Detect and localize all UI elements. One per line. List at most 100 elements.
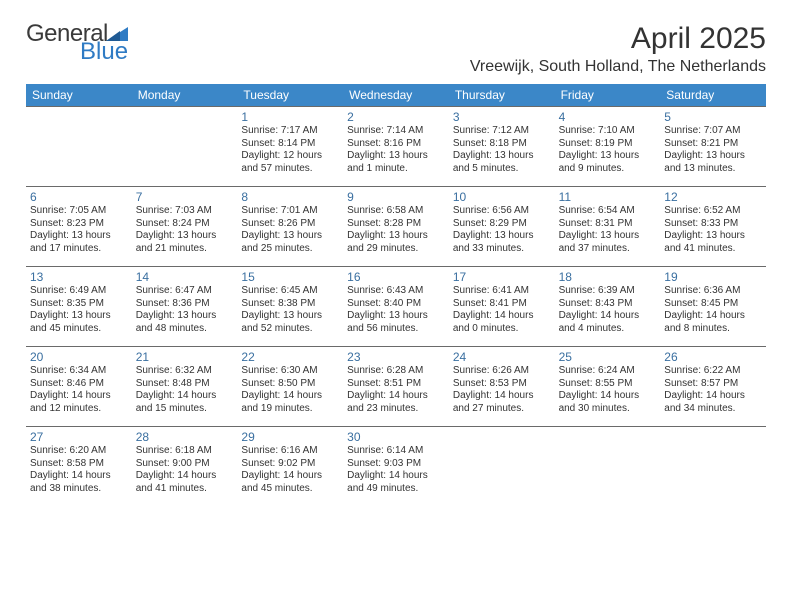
day-info: Sunrise: 6:22 AMSunset: 8:57 PMDaylight:… [664,365,762,415]
calendar-cell [660,426,766,506]
calendar-week: 1Sunrise: 7:17 AMSunset: 8:14 PM Daylight… [26,106,766,186]
calendar-cell [26,106,132,186]
day-number: 8 [241,190,339,204]
sunset-line: Sunset: 8:45 PM [664,298,762,311]
sunset-line: Sunset: 8:31 PM [559,218,657,231]
sunset-line: Sunset: 8:41 PM [453,298,551,311]
day-info: Sunrise: 7:03 AMSunset: 8:24 PMDaylight:… [136,205,234,255]
sunset-line: Sunset: 8:14 PM [241,138,339,151]
sunrise-line: Sunrise: 6:56 AM [453,205,551,218]
daylight-line: Daylight: 13 hours and 1 minute. [347,150,445,175]
sunrise-line: Sunrise: 6:18 AM [136,445,234,458]
day-info: Sunrise: 7:10 AMSunset: 8:19 PMDaylight:… [559,125,657,175]
sunset-line: Sunset: 8:58 PM [30,458,128,471]
daylight-line: Daylight: 14 hours and 30 minutes. [559,390,657,415]
calendar-week: 13Sunrise: 6:49 AMSunset: 8:35 PMDayligh… [26,266,766,346]
sunset-line: Sunset: 8:21 PM [664,138,762,151]
sunset-line: Sunset: 8:55 PM [559,378,657,391]
sunrise-line: Sunrise: 6:41 AM [453,285,551,298]
sunset-line: Sunset: 8:53 PM [453,378,551,391]
calendar-grid: 1Sunrise: 7:17 AMSunset: 8:14 PM Daylight… [26,106,766,506]
daylight-line: Daylight: 14 hours and 27 minutes. [453,390,551,415]
sunrise-line: Sunrise: 6:58 AM [347,205,445,218]
sunset-line: Sunset: 8:16 PM [347,138,445,151]
sunrise-line: Sunrise: 7:07 AM [664,125,762,138]
calendar-cell: 21Sunrise: 6:32 AMSunset: 8:48 PMDayligh… [132,346,238,426]
sunrise-line: Sunrise: 7:10 AM [559,125,657,138]
calendar-cell: 14Sunrise: 6:47 AMSunset: 8:36 PMDayligh… [132,266,238,346]
day-info: Sunrise: 6:47 AMSunset: 8:36 PMDaylight:… [136,285,234,335]
calendar-cell [449,426,555,506]
logo-text-blue: Blue [80,40,128,64]
sunrise-line: Sunrise: 6:20 AM [30,445,128,458]
daylight-line: Daylight: 14 hours and 12 minutes. [30,390,128,415]
day-number: 3 [453,110,551,124]
calendar-cell: 26Sunrise: 6:22 AMSunset: 8:57 PMDayligh… [660,346,766,426]
daylight-line: Daylight: 13 hours and 37 minutes. [559,230,657,255]
sunrise-line: Sunrise: 7:01 AM [241,205,339,218]
sunset-line: Sunset: 9:03 PM [347,458,445,471]
daylight-line: Daylight: 14 hours and 4 minutes. [559,310,657,335]
calendar-cell: 20Sunrise: 6:34 AMSunset: 8:46 PMDayligh… [26,346,132,426]
day-number: 18 [559,270,657,284]
day-number: 12 [664,190,762,204]
calendar-cell: 11Sunrise: 6:54 AMSunset: 8:31 PMDayligh… [555,186,661,266]
calendar-cell: 23Sunrise: 6:28 AMSunset: 8:51 PMDayligh… [343,346,449,426]
day-number: 2 [347,110,445,124]
sunrise-line: Sunrise: 7:17 AM [241,125,339,138]
day-info: Sunrise: 6:36 AMSunset: 8:45 PMDaylight:… [664,285,762,335]
calendar-cell: 5Sunrise: 7:07 AMSunset: 8:21 PMDaylight… [660,106,766,186]
day-info: Sunrise: 6:58 AMSunset: 8:28 PMDaylight:… [347,205,445,255]
day-header: Monday [132,84,238,106]
daylight-line: Daylight: 14 hours and 8 minutes. [664,310,762,335]
sunset-line: Sunset: 8:28 PM [347,218,445,231]
day-info: Sunrise: 6:32 AMSunset: 8:48 PMDaylight:… [136,365,234,415]
day-info: Sunrise: 6:14 AMSunset: 9:03 PMDaylight:… [347,445,445,495]
calendar-cell: 18Sunrise: 6:39 AMSunset: 8:43 PMDayligh… [555,266,661,346]
sunrise-line: Sunrise: 6:49 AM [30,285,128,298]
day-number: 1 [241,110,339,124]
calendar-cell: 1Sunrise: 7:17 AMSunset: 8:14 PMDaylight… [237,106,343,186]
sunset-line: Sunset: 8:19 PM [559,138,657,151]
day-info: Sunrise: 6:43 AMSunset: 8:40 PMDaylight:… [347,285,445,335]
day-info: Sunrise: 6:28 AMSunset: 8:51 PMDaylight:… [347,365,445,415]
sunset-line: Sunset: 8:57 PM [664,378,762,391]
daylight-line: Daylight: 13 hours and 48 minutes. [136,310,234,335]
day-header: Tuesday [237,84,343,106]
day-info: Sunrise: 6:18 AMSunset: 9:00 PMDaylight:… [136,445,234,495]
day-info: Sunrise: 6:52 AMSunset: 8:33 PMDaylight:… [664,205,762,255]
calendar-cell: 3Sunrise: 7:12 AMSunset: 8:18 PMDaylight… [449,106,555,186]
daylight-line: Daylight: 14 hours and 15 minutes. [136,390,234,415]
sunrise-line: Sunrise: 7:14 AM [347,125,445,138]
day-number: 27 [30,430,128,444]
day-info: Sunrise: 7:05 AMSunset: 8:23 PMDaylight:… [30,205,128,255]
day-number: 11 [559,190,657,204]
calendar-cell: 17Sunrise: 6:41 AMSunset: 8:41 PMDayligh… [449,266,555,346]
sunset-line: Sunset: 8:46 PM [30,378,128,391]
day-header: Sunday [26,84,132,106]
day-number: 19 [664,270,762,284]
day-number: 14 [136,270,234,284]
sunset-line: Sunset: 8:23 PM [30,218,128,231]
day-info: Sunrise: 6:16 AMSunset: 9:02 PMDaylight:… [241,445,339,495]
day-number: 9 [347,190,445,204]
sunrise-line: Sunrise: 6:52 AM [664,205,762,218]
calendar-cell: 19Sunrise: 6:36 AMSunset: 8:45 PMDayligh… [660,266,766,346]
sunset-line: Sunset: 8:26 PM [241,218,339,231]
calendar-cell: 2Sunrise: 7:14 AMSunset: 8:16 PMDaylight… [343,106,449,186]
daylight-line: Daylight: 14 hours and 45 minutes. [241,470,339,495]
daylight-line: Daylight: 13 hours and 21 minutes. [136,230,234,255]
location: Vreewijk, South Holland, The Netherlands [470,58,766,76]
calendar-cell: 15Sunrise: 6:45 AMSunset: 8:38 PMDayligh… [237,266,343,346]
sunset-line: Sunset: 8:50 PM [241,378,339,391]
calendar-cell: 12Sunrise: 6:52 AMSunset: 8:33 PMDayligh… [660,186,766,266]
calendar-cell: 29Sunrise: 6:16 AMSunset: 9:02 PMDayligh… [237,426,343,506]
calendar-cell [132,106,238,186]
day-number: 15 [241,270,339,284]
sunrise-line: Sunrise: 6:45 AM [241,285,339,298]
day-info: Sunrise: 6:30 AMSunset: 8:50 PMDaylight:… [241,365,339,415]
sunrise-line: Sunrise: 6:22 AM [664,365,762,378]
day-info: Sunrise: 6:26 AMSunset: 8:53 PMDaylight:… [453,365,551,415]
day-number: 17 [453,270,551,284]
day-info: Sunrise: 6:49 AMSunset: 8:35 PMDaylight:… [30,285,128,335]
